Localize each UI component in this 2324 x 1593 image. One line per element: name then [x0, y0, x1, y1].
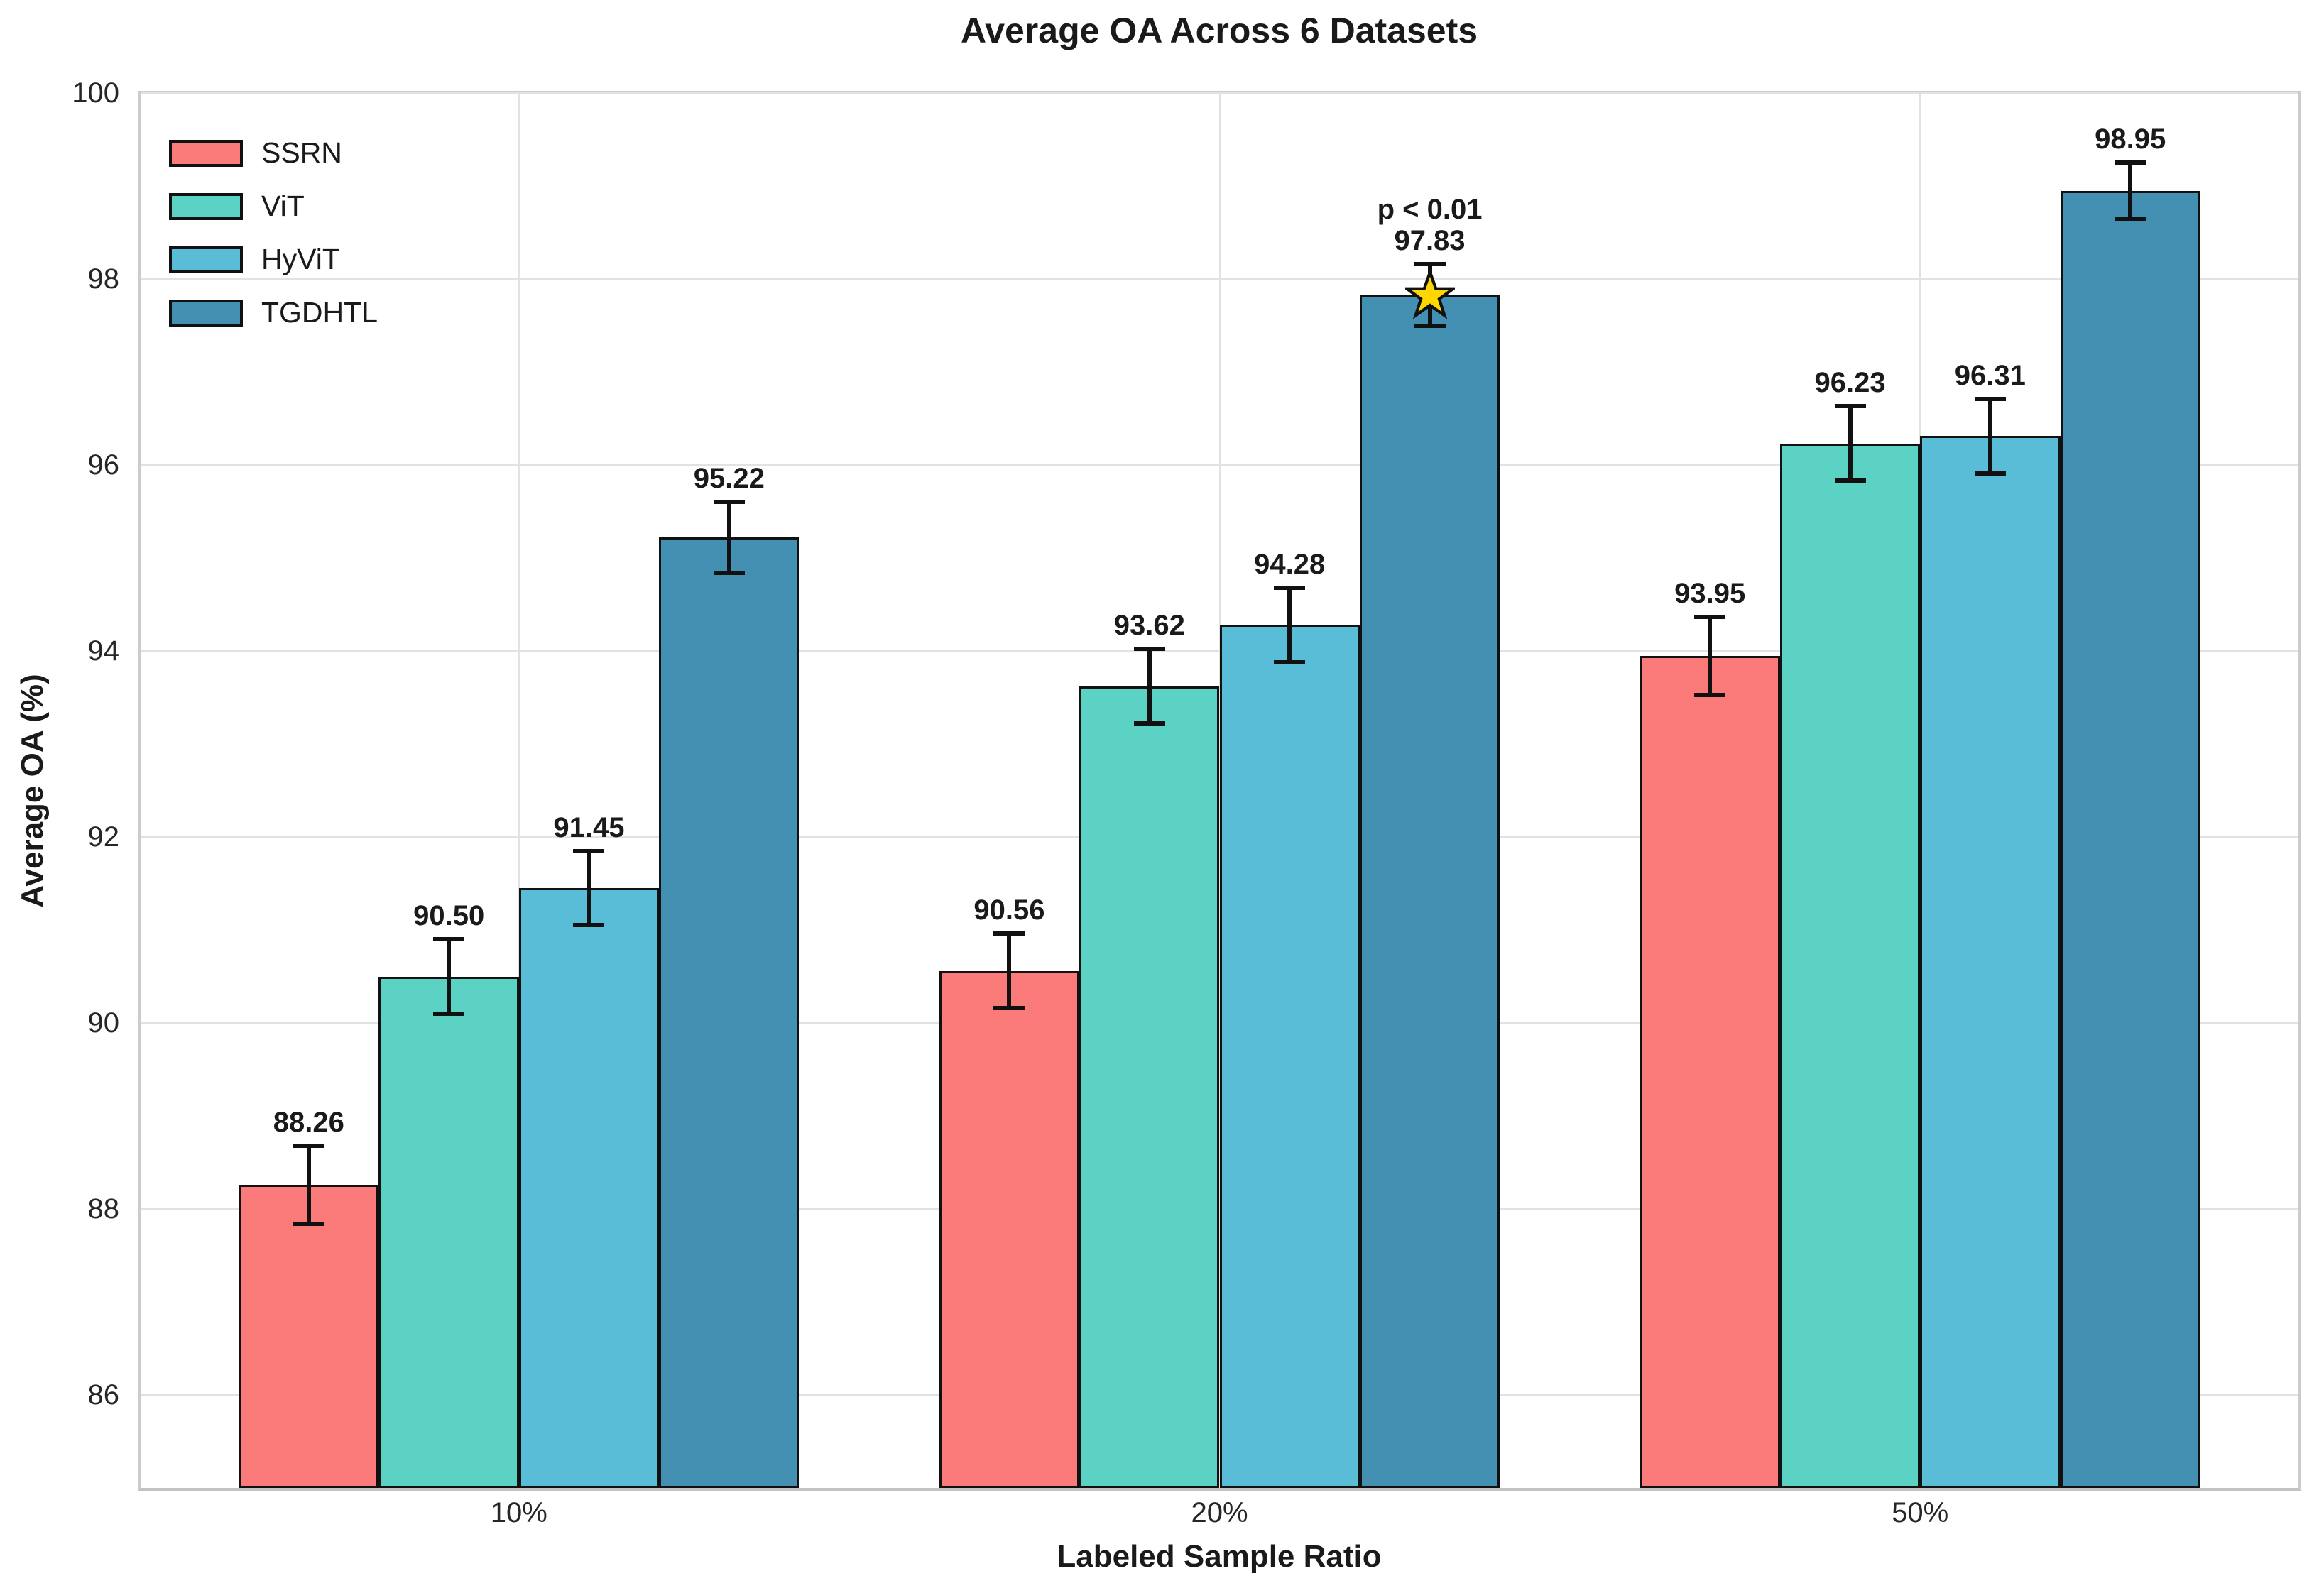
- error-bar-cap-top: [573, 848, 605, 853]
- legend-item-hyvit: HyViT: [169, 245, 378, 274]
- bar-ssrn-20%: [939, 970, 1080, 1488]
- error-bar-cap-top: [713, 500, 745, 505]
- legend-swatch-ssrn: [169, 139, 243, 167]
- plot-area: SSRN ViT HyViT TGDHTL 88.26 90.56 93.95 90.50 9…: [138, 91, 2301, 1491]
- error-bar: [1147, 649, 1152, 724]
- error-bar-cap-top: [1834, 404, 1866, 409]
- legend-item-vit: ViT: [169, 192, 378, 221]
- legend-swatch-vit: [169, 192, 243, 220]
- error-bar-cap-top: [1274, 585, 1306, 590]
- y-tick-label: 98: [87, 263, 120, 295]
- error-bar-cap-bottom: [1834, 478, 1866, 483]
- legend-label: TGDHTL: [261, 296, 378, 329]
- error-bar: [726, 502, 731, 573]
- bar-vit-10%: [378, 976, 519, 1488]
- bar-tgdhtl-10%: [659, 537, 800, 1488]
- p-value-annotation: p < 0.01: [1377, 194, 1483, 226]
- error-bar: [306, 1145, 311, 1224]
- y-tick-label: 100: [72, 77, 119, 109]
- bar-value-label: 88.26: [273, 1106, 344, 1138]
- error-bar-cap-top: [1414, 262, 1446, 267]
- legend: SSRN ViT HyViT TGDHTL: [169, 138, 378, 351]
- error-bar-cap-top: [2115, 160, 2146, 165]
- y-axis-title: Average OA (%): [15, 674, 50, 908]
- legend-item-ssrn: SSRN: [169, 138, 378, 168]
- error-bar: [1287, 587, 1292, 662]
- y-tick-label: 96: [87, 449, 120, 481]
- bar-value-label: 90.50: [413, 900, 485, 932]
- error-bar-cap-bottom: [573, 923, 605, 928]
- y-tick-label: 88: [87, 1193, 120, 1225]
- legend-label: SSRN: [261, 136, 342, 169]
- legend-label: ViT: [261, 190, 305, 222]
- significance-star-icon: [1404, 270, 1455, 320]
- chart-title: Average OA Across 6 Datasets: [960, 11, 1478, 50]
- v-gridline: [518, 93, 520, 1488]
- error-bar-cap-bottom: [1974, 471, 2006, 476]
- legend-swatch-hyvit: [169, 246, 243, 273]
- error-bar: [2128, 163, 2133, 219]
- error-bar-cap-top: [1694, 614, 1726, 619]
- error-bar-cap-top: [1974, 396, 2006, 401]
- error-bar-cap-bottom: [1414, 323, 1446, 328]
- bar-value-label: 96.23: [1814, 367, 1886, 399]
- error-bar-cap-bottom: [1694, 692, 1726, 697]
- bar-value-label: 94.28: [1254, 548, 1326, 580]
- error-bar: [447, 939, 452, 1014]
- error-bar-cap-bottom: [1133, 721, 1165, 726]
- bar-value-label: 98.95: [2095, 124, 2166, 155]
- error-bar-cap-top: [293, 1143, 324, 1148]
- error-bar: [1987, 398, 1992, 473]
- bar-value-label: 91.45: [553, 811, 625, 843]
- bar-value-label: 97.83: [1394, 225, 1466, 257]
- error-bar: [587, 850, 591, 926]
- legend-swatch-tgdhtl: [169, 299, 243, 327]
- error-bar: [1007, 934, 1012, 1009]
- error-bar-cap-bottom: [293, 1221, 324, 1226]
- error-bar: [1848, 406, 1853, 481]
- error-bar-cap-top: [433, 937, 465, 942]
- bar-ssrn-10%: [239, 1184, 379, 1488]
- bar-hyvit-10%: [518, 888, 660, 1488]
- bar-value-label: 93.62: [1113, 610, 1185, 642]
- bar-vit-20%: [1079, 686, 1220, 1488]
- legend-label: HyViT: [261, 243, 340, 275]
- error-bar-cap-top: [993, 931, 1025, 936]
- error-bar-cap-bottom: [433, 1011, 465, 1016]
- error-bar-cap-bottom: [2115, 216, 2146, 221]
- error-bar-cap-bottom: [1274, 659, 1306, 664]
- y-tick-label: 90: [87, 1007, 120, 1039]
- y-tick-label: 86: [87, 1379, 120, 1411]
- error-bar-cap-bottom: [993, 1006, 1025, 1011]
- bar-tgdhtl-20%: [1359, 295, 1500, 1488]
- error-bar: [1708, 616, 1713, 695]
- bar-ssrn-50%: [1640, 655, 1780, 1488]
- x-axis-title: Labeled Sample Ratio: [1057, 1539, 1382, 1574]
- bar-value-label: 95.22: [693, 463, 765, 495]
- legend-item-tgdhtl: TGDHTL: [169, 298, 378, 327]
- x-tick-label: 20%: [1191, 1497, 1248, 1528]
- bar-tgdhtl-50%: [2060, 190, 2200, 1488]
- error-bar-cap-top: [1133, 647, 1165, 652]
- error-bar-cap-bottom: [713, 570, 745, 575]
- bar-vit-50%: [1779, 443, 1921, 1488]
- bar-hyvit-50%: [1920, 436, 2061, 1488]
- bar-hyvit-20%: [1219, 625, 1360, 1488]
- x-tick-label: 50%: [1892, 1497, 1949, 1528]
- x-tick-label: 10%: [490, 1497, 547, 1528]
- bar-value-label: 96.31: [1954, 359, 2026, 391]
- bar-value-label: 90.56: [973, 894, 1045, 926]
- y-tick-label: 94: [87, 635, 120, 667]
- y-tick-label: 92: [87, 821, 120, 853]
- bar-value-label: 93.95: [1674, 577, 1746, 609]
